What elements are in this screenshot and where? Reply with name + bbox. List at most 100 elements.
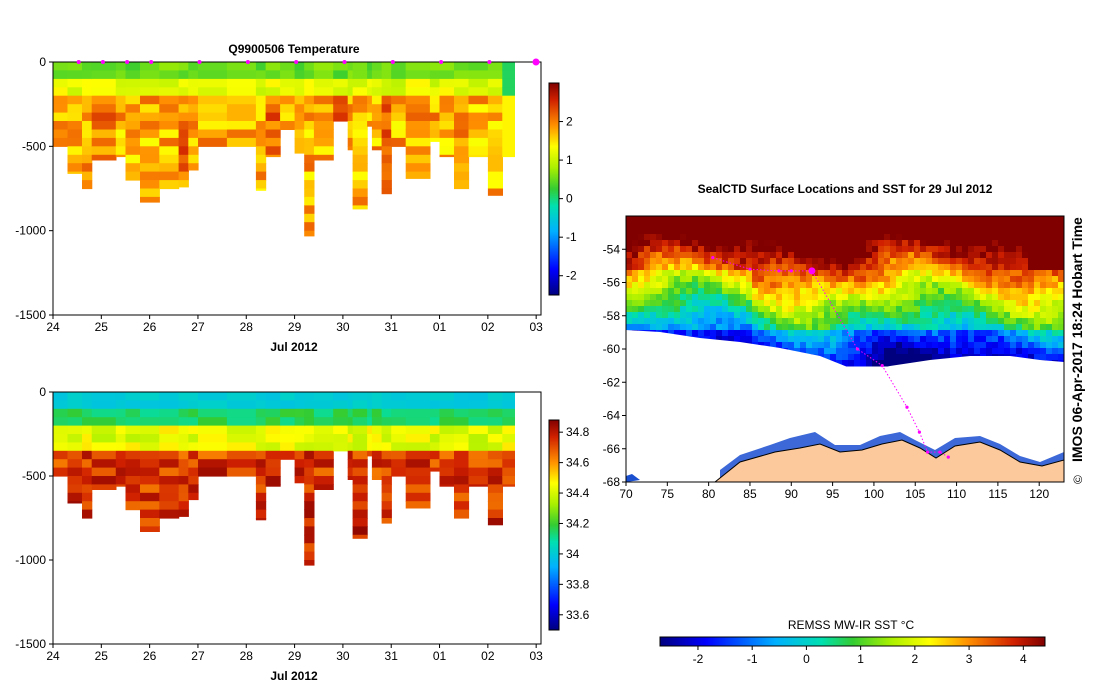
heatmap-cell [53,78,69,88]
sst-cell [920,252,927,259]
heatmap-cell [429,121,441,130]
sst-cell [764,264,771,271]
sst-cell [758,246,765,253]
heatmap-cell [391,400,407,410]
sst-cell [722,300,729,307]
sst-cell [674,282,681,289]
heatmap-cell [159,425,180,435]
sst-cell [908,246,915,253]
sst-cell [854,282,861,289]
sst-cell [854,216,861,223]
sst-cell [674,288,681,295]
heatmap-cell [125,78,141,88]
sst-cell [992,294,999,301]
sst-cell [788,282,795,289]
sst-cell [950,342,957,349]
sst-cell [842,282,849,289]
sst-cell [836,354,843,361]
sst-cell [1034,330,1041,337]
sst-cell [782,228,789,235]
heatmap-cell [115,408,127,418]
sst-cell [974,312,981,319]
heatmap-cell [226,450,257,460]
heatmap-cell [429,442,441,452]
heatmap-cell [304,222,315,232]
sst-cell [842,300,849,307]
sst-cell [626,306,633,313]
sst-cell [800,342,807,349]
sst-cell [656,312,663,319]
heatmap-cell [159,408,180,418]
sst-cell [914,342,921,349]
sst-cell [812,240,819,247]
sst-cell [920,234,927,241]
sst-cell [770,336,777,343]
sst-cell [908,294,915,301]
sst-cell [1058,354,1064,361]
sst-cell [1022,270,1029,277]
heatmap-cell [502,87,515,97]
sst-cell [1022,294,1029,301]
sst-cell [950,324,957,331]
sst-cell [632,324,639,331]
heatmap-cell [198,70,228,80]
heatmap-cell [115,129,127,139]
heatmap-cell [188,78,199,88]
sst-cell [632,252,639,259]
sst-cell [794,276,801,283]
x-tick-label: 31 [385,649,399,663]
sst-cell [764,240,771,247]
sst-cell [1016,228,1023,235]
sst-cell [848,324,855,331]
heatmap-cell [313,78,334,88]
sst-cell [938,234,945,241]
heatmap-cell [391,70,407,80]
heatmap-cell [304,196,315,206]
sst-cell [962,324,969,331]
sst-cell [626,216,633,223]
sst-cell [782,282,789,289]
map-y-tick-label: -56 [603,276,621,290]
sst-cell [746,258,753,265]
sst-cell [674,264,681,271]
colorbar-tick-label: 2 [566,115,573,129]
sst-cell [986,270,993,277]
sst-cell [932,300,939,307]
heatmap-cell [188,146,199,156]
heatmap-cell [367,400,373,410]
sst-cell [950,270,957,277]
sst-cell [1028,354,1035,361]
sst-cell [866,240,873,247]
sst-cell [764,282,771,289]
heatmap-cell [352,484,368,494]
heatmap-cell [159,450,180,460]
sst-cell [638,288,645,295]
sst-cell [722,216,729,223]
sst-cell [980,216,987,223]
heatmap-cell [304,484,315,494]
sst-cell [752,336,759,343]
heatmap-cell [226,442,257,452]
heatmap-cell [255,129,267,139]
heatmap-cell [280,442,296,452]
heatmap-cell [313,434,334,443]
sst-cell [962,348,969,355]
sst-cell [884,324,891,331]
heatmap-cell [140,408,160,418]
heatmap-cell [91,70,117,80]
sst-cell [902,330,909,337]
heatmap-cell [454,501,470,511]
sst-cell [902,222,909,229]
sst-cell [920,300,927,307]
sst-cell [878,342,885,349]
heatmap-cell [159,129,180,139]
sst-cell [758,240,765,247]
sst-cell [950,294,957,301]
sst-cell [902,246,909,253]
sst-cell [1016,216,1023,223]
sst-cell [782,258,789,265]
heatmap-cell [304,459,315,469]
sst-cell [1052,252,1059,259]
heatmap-cell [502,137,515,147]
sst-cell [1052,300,1059,307]
